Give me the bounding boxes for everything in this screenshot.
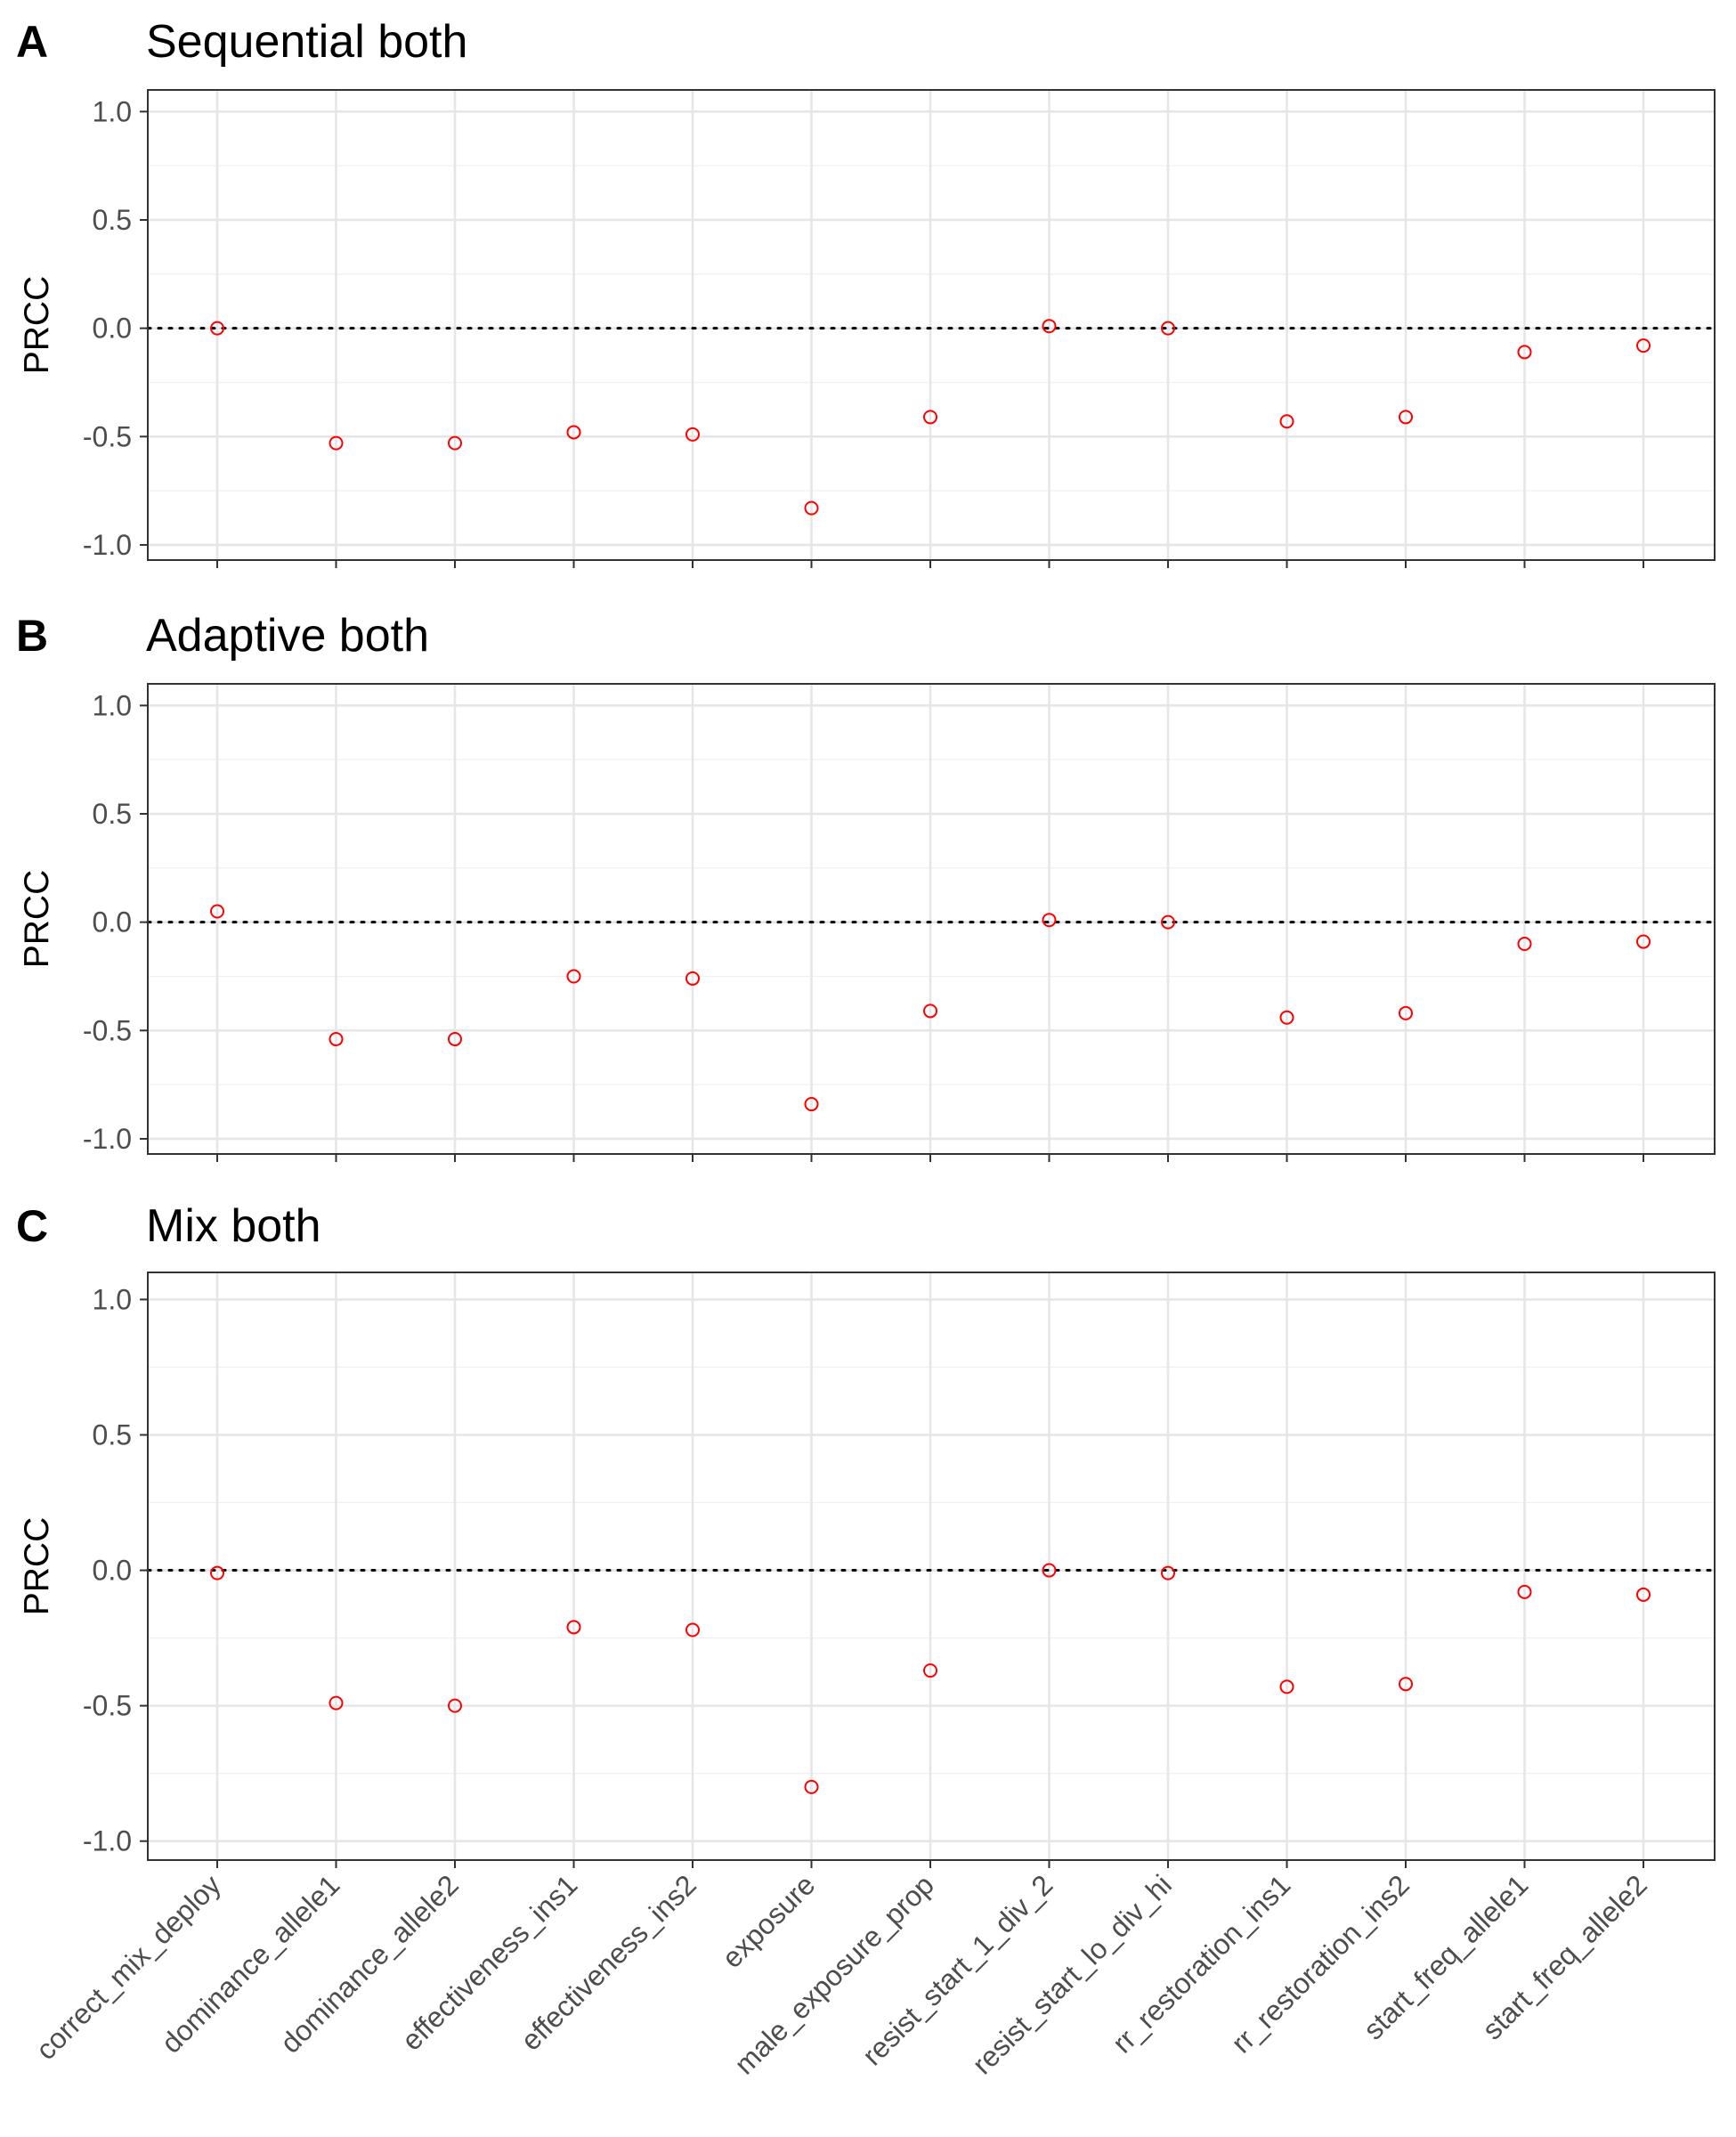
data-point-male_exposure_prop xyxy=(923,410,937,425)
data-point-start_freq_allele1 xyxy=(1517,345,1532,360)
panel-title: Sequential both xyxy=(146,16,467,68)
data-point-start_freq_allele1 xyxy=(1517,1584,1532,1599)
panel-letter: A xyxy=(16,17,48,67)
data-point-effectiveness_ins2 xyxy=(685,427,700,442)
data-point-male_exposure_prop xyxy=(923,1003,937,1019)
y-tick-label: -0.5 xyxy=(83,1014,132,1046)
y-axis-label: PRCC xyxy=(18,1517,56,1616)
data-point-dominance_allele1 xyxy=(329,435,344,451)
data-point-effectiveness_ins1 xyxy=(566,1620,581,1635)
chart-panel-a: A Sequential both 1.0 0.5 0.0 -0.5 -1.0 PRCC xyxy=(16,16,1716,568)
y-tick-label: 0.5 xyxy=(93,204,132,236)
panel-frame xyxy=(147,89,1716,561)
y-tick-label: -1.0 xyxy=(83,1123,132,1155)
data-point-rr_restoration_ins2 xyxy=(1399,1677,1413,1692)
y-tick-label: -1.0 xyxy=(83,1825,132,1857)
data-point-resist_start_1_div_2 xyxy=(1042,319,1057,334)
data-point-exposure xyxy=(804,1779,819,1794)
panel-letter: B xyxy=(16,611,48,661)
data-point-effectiveness_ins1 xyxy=(566,425,581,440)
data-point-rr_restoration_ins1 xyxy=(1279,1679,1294,1694)
data-point-correct_mix_deploy xyxy=(210,1565,224,1580)
chart-panel-b: B Adaptive both 1.0 0.5 0.0 -0.5 -1.0 PRCC xyxy=(16,610,1716,1162)
data-point-rr_restoration_ins2 xyxy=(1399,1005,1413,1020)
y-tick-label: -0.5 xyxy=(83,420,132,452)
data-point-effectiveness_ins1 xyxy=(566,969,581,984)
data-point-resist_start_lo_div_hi xyxy=(1161,914,1175,930)
y-tick-label: 0.5 xyxy=(93,1418,132,1450)
data-point-dominance_allele1 xyxy=(329,1032,344,1047)
data-point-rr_restoration_ins1 xyxy=(1279,414,1294,429)
data-point-rr_restoration_ins1 xyxy=(1279,1010,1294,1025)
y-tick-label: 1.0 xyxy=(93,689,132,721)
y-tick-label: 0.0 xyxy=(93,313,132,345)
panel-title: Mix both xyxy=(146,1200,321,1252)
y-tick-label: 0.5 xyxy=(93,798,132,830)
y-tick-label: 1.0 xyxy=(93,1283,132,1315)
y-tick-label: -1.0 xyxy=(83,529,132,561)
data-point-resist_start_lo_div_hi xyxy=(1161,1565,1175,1580)
data-point-start_freq_allele2 xyxy=(1636,338,1651,353)
data-point-start_freq_allele2 xyxy=(1636,934,1651,949)
panel-letter: C xyxy=(16,1201,48,1251)
data-point-effectiveness_ins2 xyxy=(685,1622,700,1637)
data-point-correct_mix_deploy xyxy=(210,904,224,919)
data-point-correct_mix_deploy xyxy=(210,321,224,336)
data-point-dominance_allele1 xyxy=(329,1695,344,1710)
y-axis-label: PRCC xyxy=(18,870,56,969)
data-point-start_freq_allele2 xyxy=(1636,1587,1651,1602)
y-tick-label: 0.0 xyxy=(93,906,132,938)
data-point-dominance_allele2 xyxy=(448,1698,462,1713)
panel-frame xyxy=(147,1272,1716,1861)
y-tick-label: -0.5 xyxy=(83,1690,132,1722)
data-point-resist_start_1_div_2 xyxy=(1042,913,1057,928)
y-tick-label: 1.0 xyxy=(93,95,132,127)
y-tick-label: 0.0 xyxy=(93,1555,132,1587)
panel-title: Adaptive both xyxy=(146,610,429,662)
y-axis-label: PRCC xyxy=(18,276,56,375)
panel-frame xyxy=(147,683,1716,1155)
data-point-resist_start_lo_div_hi xyxy=(1161,321,1175,336)
data-point-dominance_allele2 xyxy=(448,1032,462,1047)
data-point-exposure xyxy=(804,500,819,516)
data-point-resist_start_1_div_2 xyxy=(1042,1563,1057,1578)
data-point-exposure xyxy=(804,1097,819,1112)
data-point-male_exposure_prop xyxy=(923,1663,937,1678)
data-point-effectiveness_ins2 xyxy=(685,971,700,986)
data-point-dominance_allele2 xyxy=(448,435,462,451)
data-point-rr_restoration_ins2 xyxy=(1399,410,1413,425)
data-point-start_freq_allele1 xyxy=(1517,936,1532,951)
